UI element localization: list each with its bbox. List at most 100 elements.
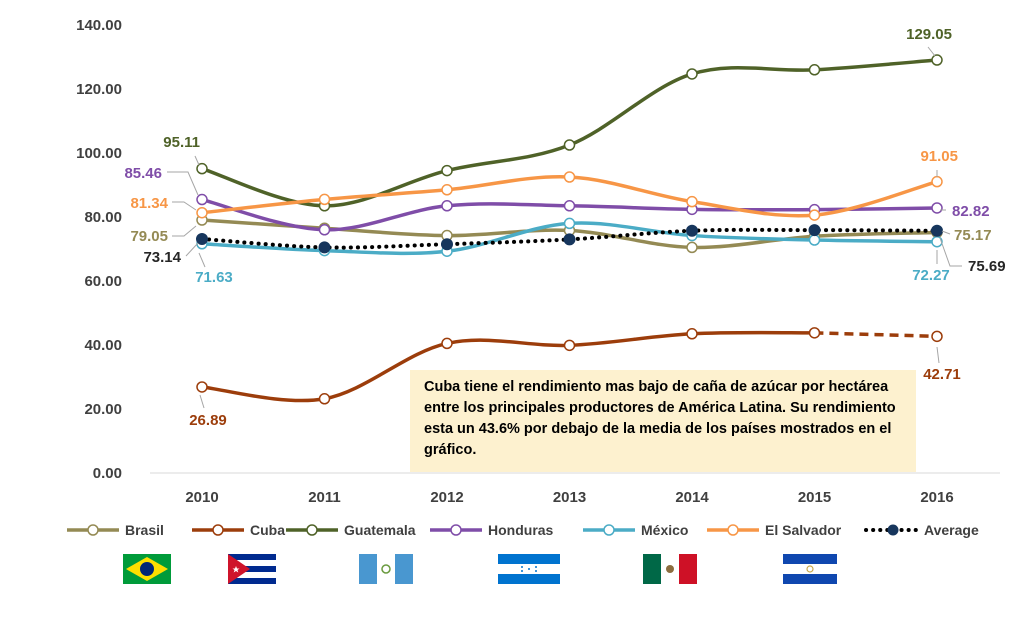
y-tick-label: 0.00 xyxy=(93,465,122,482)
label-leader-cuba xyxy=(936,346,940,364)
data-label-average: 75.69 xyxy=(968,258,1006,275)
data-point-honduras xyxy=(931,202,943,214)
data-point-honduras xyxy=(441,200,453,212)
data-label-mexico: 71.63 xyxy=(195,269,233,286)
cuba-flag xyxy=(228,554,276,584)
legend-item-mexico: México xyxy=(583,522,688,538)
label-leader-average xyxy=(185,242,199,257)
data-point-average xyxy=(318,241,331,254)
data-point-el-salvador xyxy=(196,206,208,219)
data-label-guatemala: 95.11 xyxy=(163,134,200,151)
data-point-cuba xyxy=(318,393,331,405)
data-point-mexico xyxy=(563,217,576,230)
label-leader-guatemala xyxy=(927,46,936,57)
legend-item-el-salvador: El Salvador xyxy=(707,522,842,538)
data-label-el-salvador: 91.05 xyxy=(920,148,958,165)
legend-label: Guatemala xyxy=(344,522,416,538)
data-point-brasil xyxy=(686,241,698,254)
y-tick-label: 40.00 xyxy=(84,337,122,354)
x-tick-label: 2016 xyxy=(920,489,953,506)
x-tick-label: 2013 xyxy=(553,489,586,506)
series-line-guatemala xyxy=(201,58,938,208)
label-leader-guatemala xyxy=(194,155,200,166)
data-label-cuba: 42.71 xyxy=(923,366,961,383)
x-tick-label: 2012 xyxy=(430,489,463,506)
data-point-cuba xyxy=(808,327,821,339)
data-point-honduras xyxy=(196,193,208,206)
mexico-flag xyxy=(643,554,697,584)
data-point-guatemala xyxy=(563,139,576,151)
data-point-average xyxy=(931,224,943,237)
y-tick-label: 100.00 xyxy=(76,145,122,162)
data-point-guatemala xyxy=(441,164,453,177)
x-tick-label: 2014 xyxy=(675,489,709,506)
legend-item-average: Average xyxy=(864,522,979,538)
data-label-cuba: 26.89 xyxy=(189,412,227,429)
legend-item-brasil: Brasil xyxy=(67,522,164,538)
data-labels: 79.05 75.17 26.89 42.71 95.11 129.05 85.46 82.8… xyxy=(124,26,1005,429)
label-leader-brasil xyxy=(941,230,951,235)
label-leaders xyxy=(167,46,962,409)
legend-label: Brasil xyxy=(125,522,164,538)
label-leader-brasil xyxy=(172,225,197,237)
data-point-average xyxy=(441,238,453,251)
brazil-flag xyxy=(123,554,171,584)
data-point-average xyxy=(563,233,576,246)
label-leader-honduras xyxy=(167,171,199,196)
data-point-guatemala xyxy=(931,54,943,66)
data-point-el-salvador xyxy=(441,184,453,196)
legend-marker xyxy=(887,524,899,536)
data-point-guatemala xyxy=(196,162,208,175)
legend-marker xyxy=(87,524,99,536)
data-label-brasil: 75.17 xyxy=(954,227,992,244)
data-point-cuba xyxy=(441,337,453,350)
legend-label: El Salvador xyxy=(765,522,842,538)
y-tick-label: 20.00 xyxy=(84,401,122,418)
data-point-cuba xyxy=(196,381,208,393)
y-tick-label: 140.00 xyxy=(76,17,122,34)
legend-label: Cuba xyxy=(250,522,285,538)
data-point-el-salvador xyxy=(563,171,576,183)
data-point-average xyxy=(686,224,698,237)
data-label-honduras: 82.82 xyxy=(952,203,990,220)
data-point-el-salvador xyxy=(686,195,698,208)
legend-label: México xyxy=(641,522,688,538)
data-point-guatemala xyxy=(808,64,821,76)
data-point-cuba xyxy=(686,328,698,340)
x-tick-label: 2015 xyxy=(798,489,831,506)
x-tick-label: 2010 xyxy=(185,489,218,506)
legend-label: Honduras xyxy=(488,522,554,538)
legend-marker xyxy=(450,524,462,536)
data-label-mexico: 72.27 xyxy=(912,267,950,284)
data-point-average xyxy=(808,224,821,237)
series-line-cuba-projected xyxy=(814,331,938,339)
label-leader-mexico xyxy=(198,252,206,268)
data-point-honduras xyxy=(563,200,576,212)
label-leader-cuba xyxy=(199,394,205,409)
y-tick-label: 120.00 xyxy=(76,81,122,98)
legend-item-honduras: Honduras xyxy=(430,522,554,538)
data-point-el-salvador xyxy=(931,175,943,188)
legend-marker xyxy=(306,524,318,536)
y-axis: 0.00 20.00 40.00 60.00 80.00 100.00 120.00 140.… xyxy=(76,17,122,482)
series-layer xyxy=(196,54,943,405)
legend-marker xyxy=(603,524,615,536)
data-point-cuba xyxy=(563,339,576,352)
data-point-mexico xyxy=(808,234,821,246)
x-axis: 2010 2011 2012 2013 2014 2015 2016 xyxy=(150,472,1000,506)
label-leader-el-salvador xyxy=(172,201,197,211)
guatemala-flag xyxy=(359,554,413,584)
data-point-cuba xyxy=(931,330,943,343)
honduras-flag xyxy=(498,554,560,584)
el-salvador-flag xyxy=(783,554,837,584)
y-tick-label: 80.00 xyxy=(84,209,122,226)
data-point-el-salvador xyxy=(318,193,331,206)
legend-item-cuba: Cuba xyxy=(192,522,285,538)
data-label-el-salvador: 81.34 xyxy=(130,195,168,212)
data-label-honduras: 85.46 xyxy=(124,165,162,182)
legend-marker xyxy=(727,524,739,536)
label-leader-average xyxy=(939,237,962,267)
data-point-honduras xyxy=(318,224,331,236)
legend-label: Average xyxy=(924,522,979,538)
